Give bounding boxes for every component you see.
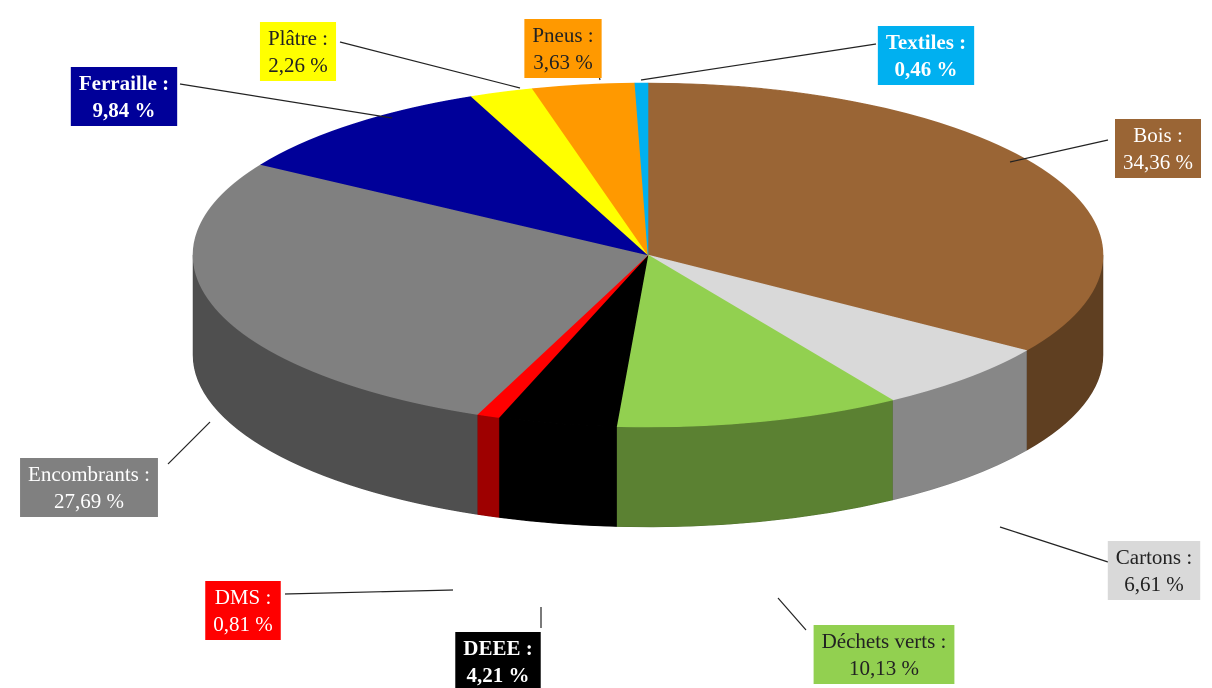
leader-platre bbox=[339, 41, 521, 89]
label-cartons: Cartons : 6,61 % bbox=[1107, 541, 1201, 600]
label-name-dechets-verts: Déchets verts : bbox=[822, 629, 947, 653]
label-bois: Bois : 34,36 % bbox=[1115, 119, 1201, 178]
label-name-cartons: Cartons : bbox=[1116, 545, 1192, 569]
label-box-pneus bbox=[524, 19, 602, 78]
label-box-cartons bbox=[1107, 541, 1201, 600]
label-pneus: Pneus : 3,63 % bbox=[524, 19, 602, 78]
label-box-ferraille bbox=[70, 67, 178, 126]
label-box-encombrants bbox=[20, 458, 158, 517]
label-name-pneus: Pneus : bbox=[532, 23, 593, 47]
label-value-platre: 2,26 % bbox=[268, 53, 328, 77]
label-box-bois bbox=[1115, 119, 1201, 178]
label-value-bois: 34,36 % bbox=[1123, 150, 1193, 174]
label-value-ferraille: 9,84 % bbox=[93, 98, 156, 122]
label-name-deee: DEEE : bbox=[463, 636, 532, 660]
label-box-platre bbox=[259, 22, 337, 81]
label-platre: Plâtre : 2,26 % bbox=[259, 22, 337, 81]
label-textiles: Textiles : 0,46 % bbox=[877, 26, 975, 85]
pie-side-walls bbox=[192, 254, 1104, 528]
label-value-deee: 4,21 % bbox=[467, 663, 530, 687]
side-deee bbox=[498, 417, 617, 527]
slice-dechets-verts[interactable] bbox=[616, 254, 894, 428]
label-name-textiles: Textiles : bbox=[886, 30, 966, 54]
label-ferraille: Ferraille : 9,84 % bbox=[70, 67, 178, 126]
pie-top-faces bbox=[192, 82, 1104, 428]
label-name-dms: DMS : bbox=[215, 585, 272, 609]
label-value-encombrants: 27,69 % bbox=[54, 489, 124, 513]
label-encombrants: Encombrants : 27,69 % bbox=[20, 458, 158, 517]
leader-cartons bbox=[999, 526, 1109, 563]
slice-cartons[interactable] bbox=[647, 254, 1028, 401]
label-value-textiles: 0,46 % bbox=[895, 57, 958, 81]
slice-encombrants[interactable] bbox=[192, 164, 649, 415]
label-box-deee bbox=[455, 632, 541, 688]
label-dechets-verts: Déchets verts : 10,13 % bbox=[813, 625, 955, 684]
label-value-dechets-verts: 10,13 % bbox=[849, 656, 919, 680]
label-name-ferraille: Ferraille : bbox=[79, 71, 169, 95]
label-dms: DMS : 0,81 % bbox=[205, 581, 281, 640]
label-deee: DEEE : 4,21 % bbox=[455, 632, 541, 688]
label-name-bois: Bois : bbox=[1133, 123, 1183, 147]
label-box-dechets-verts bbox=[813, 625, 955, 684]
leader-ferraille bbox=[179, 83, 393, 119]
side-dms bbox=[477, 414, 500, 518]
leader-dms bbox=[284, 589, 454, 595]
label-name-platre: Plâtre : bbox=[268, 26, 328, 50]
label-box-dms bbox=[205, 581, 281, 640]
data-labels: Bois : 34,36 % Cartons : 6,61 % Déchets vert… bbox=[20, 19, 1201, 688]
leader-encombrants bbox=[167, 421, 211, 465]
label-name-encombrants: Encombrants : bbox=[28, 462, 150, 486]
label-box-textiles bbox=[877, 26, 975, 85]
label-value-pneus: 3,63 % bbox=[533, 50, 593, 74]
label-value-dms: 0,81 % bbox=[213, 612, 273, 636]
leader-bois bbox=[1009, 139, 1109, 163]
label-value-cartons: 6,61 % bbox=[1124, 572, 1184, 596]
leader-textiles bbox=[640, 43, 877, 81]
leader-lines bbox=[167, 41, 1109, 631]
slice-textiles[interactable] bbox=[634, 82, 649, 256]
slice-ferraille[interactable] bbox=[260, 96, 649, 256]
leader-dechets-verts bbox=[777, 597, 807, 631]
